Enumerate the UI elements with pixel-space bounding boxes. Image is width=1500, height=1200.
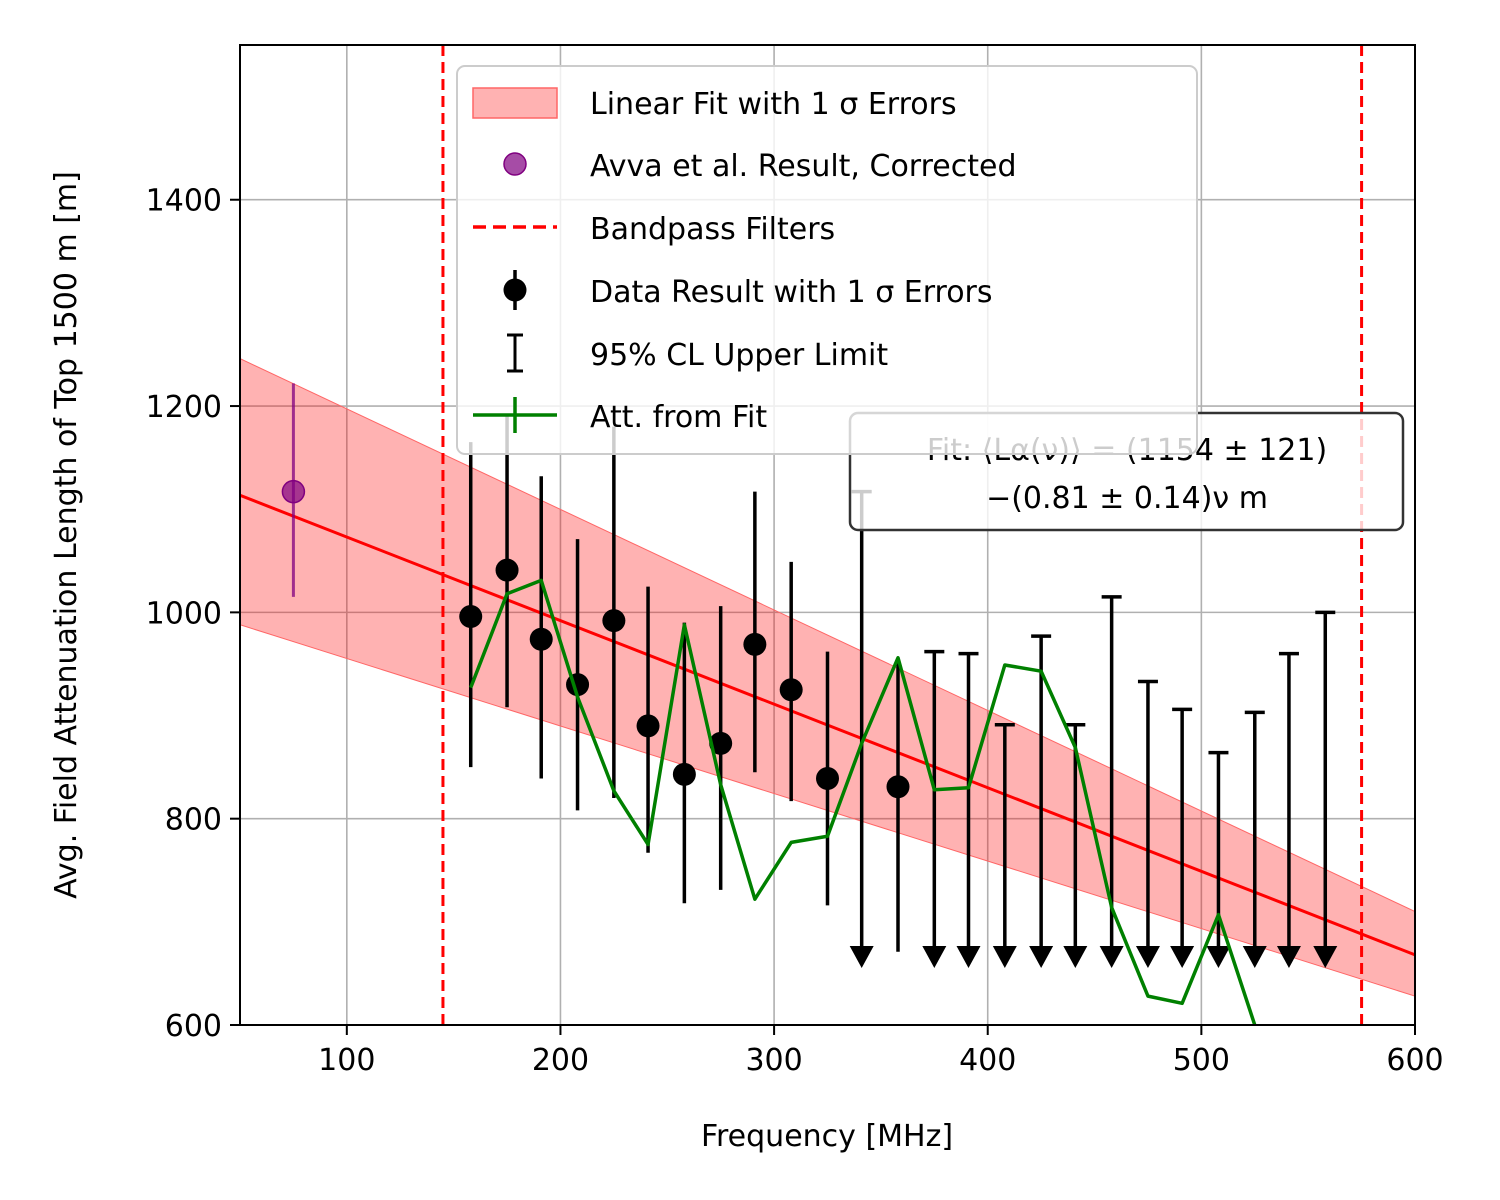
- upper-limit-arrow: [849, 945, 874, 968]
- legend-label: Data Result with 1 σ Errors: [590, 275, 993, 310]
- legend-label: 95% CL Upper Limit: [590, 338, 888, 373]
- legend-label: Att. from Fit: [590, 400, 767, 435]
- legend-label: Bandpass Filters: [590, 212, 835, 247]
- upper-limit-arrow: [1206, 945, 1231, 968]
- data-point: [816, 766, 839, 790]
- data-point: [529, 627, 553, 651]
- x-tick-label: 500: [1173, 1043, 1230, 1078]
- plot-frame: [239, 44, 1416, 1026]
- x-tick-label: 600: [1386, 1043, 1443, 1078]
- y-tick-label: 1200: [146, 390, 222, 425]
- upper-limit-arrow: [1170, 945, 1195, 968]
- legend: Linear Fit with 1 σ Errors Avva et al. Re…: [456, 65, 1198, 455]
- x-tick-label: 400: [959, 1043, 1016, 1078]
- upper-limit-arrow: [1063, 945, 1088, 968]
- upper-limit-arrow: [1135, 945, 1160, 968]
- y-tick-label: 600: [165, 1009, 222, 1044]
- upper-limit-arrow: [992, 945, 1017, 968]
- y-tick-label: 1000: [146, 596, 222, 631]
- y-tick-label: 1400: [146, 184, 222, 219]
- legend-label: Avva et al. Result, Corrected: [590, 149, 1017, 184]
- data-point: [709, 731, 733, 755]
- data-point: [459, 604, 483, 628]
- upper-limit-arrow: [1029, 945, 1054, 968]
- upper-limit-arrow: [1242, 945, 1267, 968]
- plot-area: [240, 45, 1415, 1025]
- data-point: [779, 678, 803, 702]
- legend-box: [456, 65, 1198, 455]
- data-point: [602, 609, 626, 633]
- x-tick-label: 300: [745, 1043, 802, 1078]
- data-point: [886, 775, 910, 799]
- data-point: [495, 558, 519, 582]
- avva-point: [281, 479, 306, 504]
- y-axis-label: Avg. Field Attenuation Length of Top 150…: [49, 171, 84, 899]
- x-axis-label: Frequency [MHz]: [701, 1119, 953, 1154]
- legend-data-marker: [503, 278, 527, 302]
- x-tick-label: 100: [318, 1043, 375, 1078]
- data-point: [743, 632, 767, 656]
- data-point: [636, 714, 660, 738]
- legend-label: Linear Fit with 1 σ Errors: [590, 87, 957, 122]
- upper-limit-arrow: [1276, 945, 1301, 968]
- annotation-line-2: −(0.81 ± 0.14)ν m: [986, 481, 1268, 516]
- att-from-fit-line: [469, 578, 1257, 1025]
- upper-limit-arrow: [1313, 945, 1338, 968]
- data-point: [672, 762, 696, 786]
- y-tick-label: 800: [165, 803, 222, 838]
- upper-limit-arrow: [922, 945, 947, 968]
- upper-limit-arrow: [1099, 945, 1124, 968]
- legend-avva-marker: [503, 152, 527, 176]
- legend-band-swatch: [472, 87, 558, 119]
- axis-ticks: 100 200 300 400 500 600 600 800 1000 1200 1400: [146, 184, 1444, 1078]
- x-tick-label: 200: [532, 1043, 589, 1078]
- upper-limit-arrow: [956, 945, 981, 968]
